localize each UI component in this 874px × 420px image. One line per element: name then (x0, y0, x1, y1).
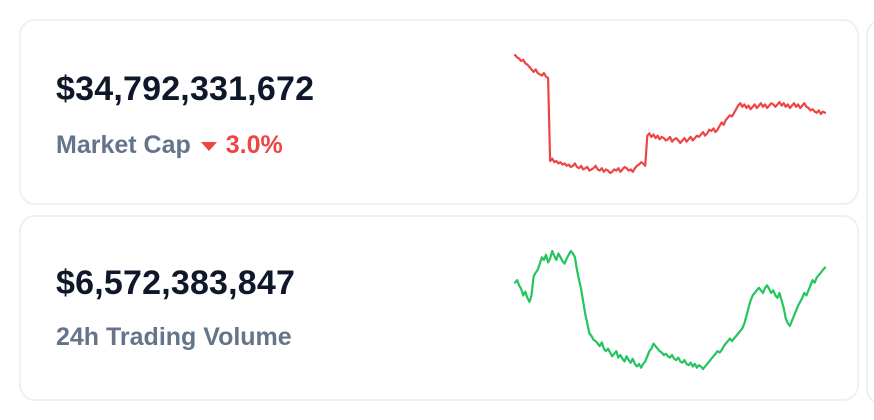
market-cap-card[interactable]: $34,792,331,672 Market Cap 3.0% (19, 19, 859, 205)
trading-volume-value: $6,572,383,847 (56, 264, 296, 302)
trading-volume-card[interactable]: $6,572,383,847 24h Trading Volume (19, 215, 859, 401)
trading-volume-label: 24h Trading Volume (56, 323, 292, 351)
market-cap-label-row: Market Cap 3.0% (56, 131, 283, 160)
trading-volume-sparkline-line (513, 249, 827, 371)
trading-volume-label-row: 24h Trading Volume (56, 323, 292, 352)
market-cap-sparkline-line (513, 53, 827, 175)
adjacent-card-edge (866, 19, 874, 405)
market-cap-change-value: 3.0% (225, 131, 283, 159)
caret-down-icon (200, 142, 217, 151)
market-cap-label: Market Cap (56, 131, 191, 159)
trading-volume-sparkline (513, 249, 827, 371)
market-cap-change: 3.0% (200, 131, 283, 160)
market-cap-sparkline (513, 53, 827, 175)
market-cap-value: $34,792,331,672 (56, 70, 315, 108)
